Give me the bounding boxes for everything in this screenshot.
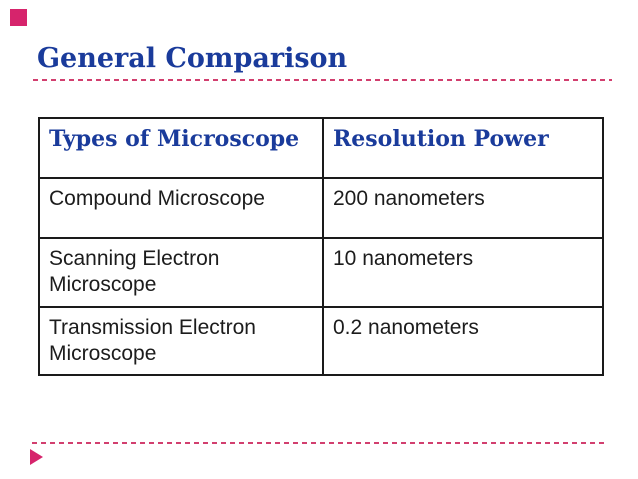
cell-resolution-power: 0.2 nanometers — [322, 306, 604, 376]
table-header-row: Types of Microscope Resolution Power — [38, 117, 604, 179]
cell-microscope-type: Transmission Electron Microscope — [38, 306, 324, 376]
corner-accent-square-icon — [10, 9, 27, 26]
slide-title: General Comparison — [37, 43, 348, 74]
comparison-table-container: Types of Microscope Resolution Power Com… — [38, 117, 604, 376]
column-header-resolution: Resolution Power — [322, 117, 604, 179]
cell-resolution-power: 200 nanometers — [322, 177, 604, 239]
next-arrow-icon — [30, 449, 43, 465]
column-header-types: Types of Microscope — [38, 117, 324, 179]
table-row: Transmission Electron Microscope 0.2 nan… — [38, 306, 604, 376]
cell-microscope-type: Scanning Electron Microscope — [38, 237, 324, 308]
footer-divider-dashed — [32, 442, 607, 444]
cell-microscope-type: Compound Microscope — [38, 177, 324, 239]
cell-resolution-power: 10 nanometers — [322, 237, 604, 308]
title-divider-dashed — [33, 79, 612, 81]
table-row: Scanning Electron Microscope 10 nanomete… — [38, 237, 604, 308]
table-row: Compound Microscope 200 nanometers — [38, 177, 604, 239]
comparison-table: Types of Microscope Resolution Power Com… — [38, 117, 604, 376]
